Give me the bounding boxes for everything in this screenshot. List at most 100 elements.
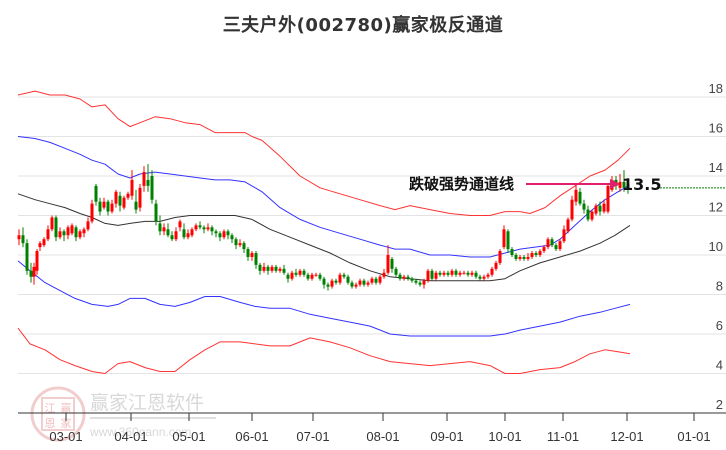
candle-down (54, 217, 58, 238)
annotation-label: 跌破强势通道线 (409, 175, 514, 193)
candle-down (246, 249, 250, 257)
candle-up (426, 270, 430, 281)
x-axis: 03-01 04-01 05-01 06-01 07-01 08-01 09-01 10-01… (18, 412, 726, 444)
candle-up (130, 179, 134, 196)
candle-up (35, 251, 39, 271)
candle-up (462, 272, 466, 274)
candle-down (146, 179, 150, 186)
candle-up (102, 201, 106, 208)
candle-down (218, 233, 222, 238)
candle-up (290, 272, 294, 279)
candle-down (554, 245, 558, 250)
candle-up (314, 274, 318, 276)
line-mid_line (17, 193, 631, 282)
candle-down (534, 253, 538, 255)
candle-up (494, 262, 498, 269)
candle-down (21, 235, 25, 244)
candle-up (110, 203, 114, 212)
candle-down (362, 280, 366, 285)
candle-down (282, 268, 286, 273)
candle-down (626, 183, 630, 190)
x-tick-label: 12-01 (610, 429, 643, 444)
watermark-seal-icon: 江 赢 恩 家 (30, 386, 86, 442)
seal-char: 恩 (45, 417, 56, 430)
y-tick-label: 18 (709, 81, 723, 96)
candle-down (62, 231, 66, 236)
candle-down (258, 264, 262, 271)
seal-char: 江 (45, 402, 56, 415)
candle-down (94, 185, 98, 202)
candle-up (354, 284, 358, 287)
candle-down (414, 280, 418, 283)
watermark: 江 赢 恩 家 赢家江恩软件 www.360gann.com (30, 386, 216, 442)
candle-up (570, 199, 574, 220)
chart-title: 三夫户外(002780)赢家极反通道 (222, 15, 504, 36)
candle-down (598, 205, 602, 212)
candle-up (538, 251, 542, 255)
candle-up (490, 268, 494, 275)
candle-down (322, 278, 326, 285)
y-tick-label: 8 (716, 279, 723, 294)
candle-up (594, 205, 598, 214)
candle-up (90, 203, 94, 222)
candle-up (42, 239, 46, 246)
x-tick-label: 10-01 (488, 429, 521, 444)
candle-down (374, 278, 378, 283)
candle-up (174, 231, 178, 240)
candle-up (382, 272, 386, 277)
candle-down (210, 227, 214, 232)
candle-up (82, 229, 86, 234)
x-tick-label: 06-01 (235, 429, 268, 444)
candle-up (618, 181, 622, 188)
candle-down (478, 276, 482, 279)
y-tick-label: 6 (716, 318, 723, 333)
candle-up (566, 219, 570, 232)
candle-up (574, 189, 578, 202)
candle-up (126, 193, 130, 198)
candle-down (438, 272, 442, 275)
candle-down (274, 266, 278, 271)
candle-up (222, 231, 226, 238)
candle-up (530, 253, 534, 257)
candle-down (230, 235, 234, 240)
candle-up (262, 266, 266, 271)
x-tick-label: 04-01 (114, 429, 147, 444)
candle-up (442, 272, 446, 275)
candle-down (154, 203, 158, 222)
candle-up (518, 256, 522, 259)
candle-up (378, 276, 382, 283)
candle-up (482, 276, 486, 279)
line-outer_upper (17, 90, 631, 216)
candle-up (422, 280, 426, 285)
y-tick-label: 16 (709, 121, 723, 136)
candle-down (266, 266, 270, 271)
candle-down (118, 195, 122, 206)
candle-up (546, 239, 550, 248)
candle-up (38, 243, 42, 248)
candle-down (454, 270, 458, 275)
watermark-url: www.360gann.com (89, 425, 191, 439)
line-outer_lower (17, 327, 631, 374)
candle-up (66, 227, 70, 236)
candle-down (394, 268, 398, 275)
candle-down (226, 231, 230, 236)
candle-down (406, 276, 410, 279)
x-tick-label: 05-01 (172, 429, 205, 444)
candle-up (606, 185, 610, 212)
line-inner_upper (17, 136, 629, 258)
candle-down (150, 176, 154, 200)
candle-up (502, 229, 506, 248)
candle-up (370, 278, 374, 283)
candle-up (46, 229, 50, 240)
x-tick-label: 03-01 (49, 429, 82, 444)
x-tick-label: 01-01 (677, 429, 710, 444)
candle-up (434, 272, 438, 279)
candle-down (202, 227, 206, 230)
candle-up (338, 274, 342, 283)
candle-up (278, 268, 282, 271)
annotation-value: 13.5 (622, 175, 661, 194)
arrow-head-icon (610, 179, 620, 189)
candle-down (158, 223, 162, 232)
y-tick-label: 2 (716, 397, 723, 412)
